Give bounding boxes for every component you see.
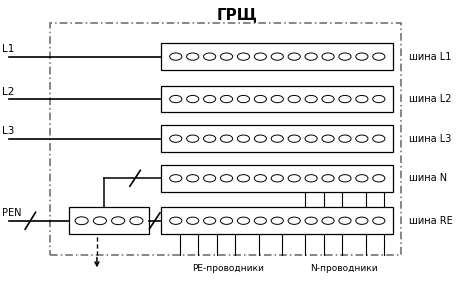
Text: N-проводники: N-проводники <box>310 264 378 273</box>
Text: шина L1: шина L1 <box>409 52 451 62</box>
Bar <box>161 165 393 192</box>
Text: ГРЩ: ГРЩ <box>217 7 257 22</box>
Bar <box>161 85 393 112</box>
Text: шина L3: шина L3 <box>409 134 451 144</box>
Bar <box>161 43 393 70</box>
Bar <box>161 207 393 234</box>
Bar <box>50 23 401 255</box>
Text: PEN: PEN <box>2 209 22 218</box>
Text: шина RE: шина RE <box>409 216 452 226</box>
Text: L1: L1 <box>2 44 15 54</box>
Bar <box>69 207 149 234</box>
Bar <box>161 125 393 152</box>
Text: PE-проводники: PE-проводники <box>192 264 264 273</box>
Text: L3: L3 <box>2 127 15 136</box>
Text: шина N: шина N <box>409 173 447 183</box>
Text: L2: L2 <box>2 87 15 97</box>
Text: шина L2: шина L2 <box>409 94 451 104</box>
